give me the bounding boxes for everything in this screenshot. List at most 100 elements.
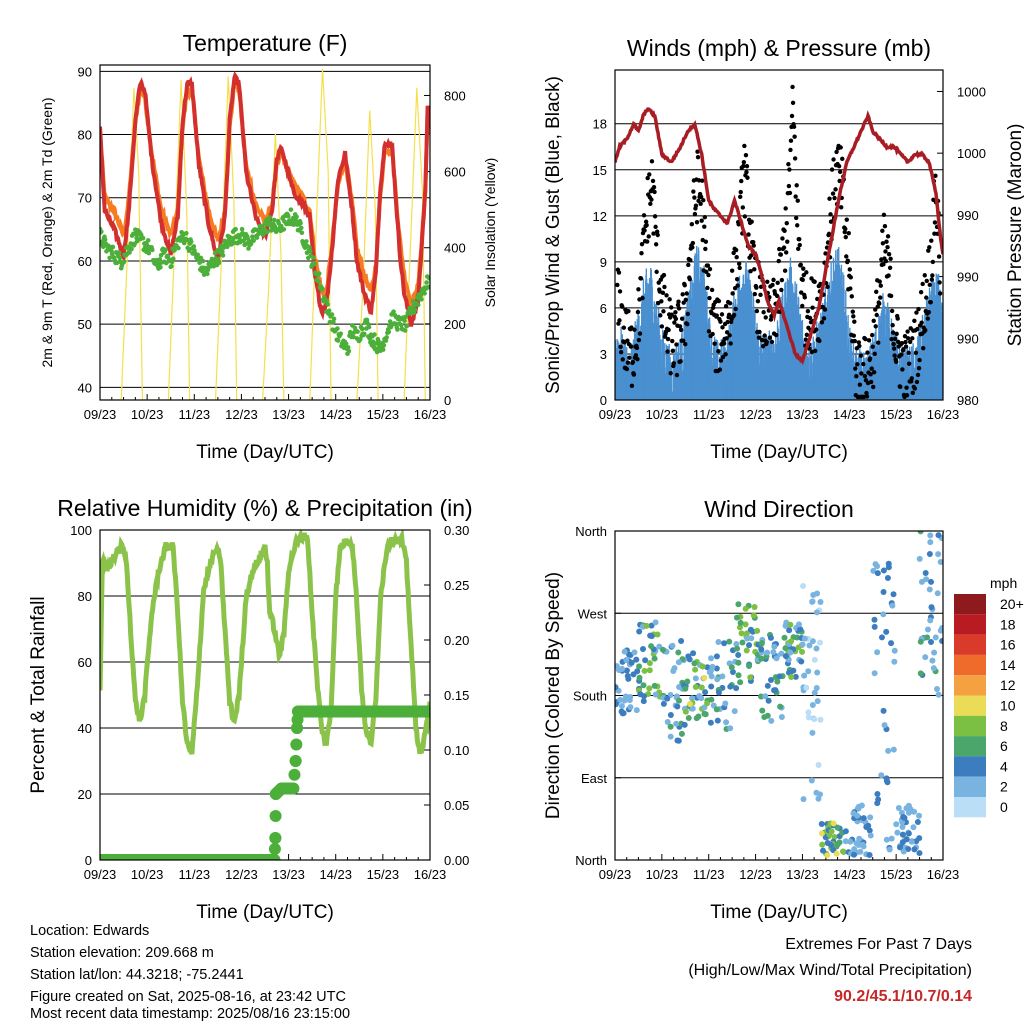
wind-gust-point <box>782 228 787 234</box>
wind-direction-point <box>888 835 895 842</box>
precip-point <box>288 768 301 781</box>
wind-gust-point <box>649 197 654 202</box>
wind-direction-point <box>815 795 822 802</box>
wind-gust-point <box>800 303 805 309</box>
wind-direction-point <box>897 844 904 851</box>
wind-gust-point <box>687 276 693 282</box>
wind-gust-point <box>755 299 761 304</box>
wind-direction-point <box>860 815 867 822</box>
wind-direction-point <box>875 796 882 803</box>
wind-gust-point <box>716 298 722 304</box>
wind-direction-point <box>935 691 942 698</box>
y2-tick-label: 0.05 <box>444 798 469 813</box>
wind-gust-point <box>846 230 851 236</box>
x-tick-label: 11/23 <box>178 407 210 422</box>
legend-swatch <box>954 756 986 777</box>
wind-gust-point <box>661 272 667 278</box>
wind-gust-point <box>917 357 922 363</box>
wind-direction-point <box>895 805 902 812</box>
wind-direction-point <box>916 850 923 857</box>
wind-gust-point <box>674 372 680 378</box>
wind-direction-point <box>765 697 772 704</box>
wind-gust-point <box>810 305 815 310</box>
x-tick-label: 09/23 <box>599 407 632 422</box>
wind-gust-point <box>791 124 797 129</box>
wind-direction-point <box>935 532 942 539</box>
station-pressure-line <box>615 107 943 365</box>
extremes-values: 90.2/45.1/10.7/0.14 <box>834 988 972 1005</box>
wind-direction-point <box>721 640 728 647</box>
plot-area <box>615 531 943 859</box>
dewpoint-point <box>127 250 132 255</box>
wind-direction-point <box>787 649 794 656</box>
wind-gust-point <box>637 331 643 336</box>
dewpoint-point <box>412 307 418 313</box>
x-tick-label: 16/23 <box>414 407 447 422</box>
wind-direction-point <box>667 711 674 718</box>
wind-gust-point <box>690 240 696 246</box>
wind-direction-point <box>813 645 820 652</box>
wind-gust-point <box>845 258 850 263</box>
wind-direction-point <box>934 590 941 597</box>
wind-gust-point <box>660 290 666 296</box>
wind-gust-point <box>654 229 660 234</box>
wind-gust-point <box>804 332 810 337</box>
wind-direction-point <box>742 605 749 612</box>
wind-direction-point <box>630 671 637 678</box>
wind-direction-point <box>727 725 734 732</box>
wind-gust-point <box>844 254 849 259</box>
wind-gust-point <box>848 286 853 291</box>
legend-swatch <box>954 715 986 737</box>
dewpoint-point <box>220 249 225 255</box>
dewpoint-point <box>176 245 181 251</box>
wind-gust-point <box>929 238 934 243</box>
wind-gust-point <box>777 246 782 252</box>
wind-direction-point <box>734 645 741 652</box>
dewpoint-point <box>415 302 421 308</box>
wind-direction-point <box>924 634 931 641</box>
wind-gust-point <box>900 367 905 372</box>
wind-direction-point <box>905 803 912 810</box>
wind-direction-point <box>890 591 897 598</box>
wind-gust-point <box>676 299 681 304</box>
wind-gust-point <box>736 261 742 266</box>
dewpoint-point <box>114 260 120 266</box>
dewpoint-point <box>422 291 427 296</box>
wind-gust-point <box>920 281 925 287</box>
wind-direction-point <box>800 582 807 589</box>
wind-gust-point <box>812 279 817 284</box>
dewpoint-point <box>403 314 409 320</box>
wind-gust-point <box>909 376 914 381</box>
wind-gust-point <box>617 289 623 294</box>
wind-gust-point <box>914 310 919 315</box>
dewpoint-point <box>355 329 360 334</box>
wind-direction-point <box>867 814 874 821</box>
station-latlon: Station lat/lon: 44.3218; -75.2441 <box>30 967 244 983</box>
precip-point <box>287 782 300 795</box>
x-tick-label: 11/23 <box>693 867 725 882</box>
wind-gust-point <box>893 359 899 365</box>
wind-gust-point <box>807 315 813 321</box>
dewpoint-point <box>384 335 389 340</box>
wind-direction-point <box>918 578 925 585</box>
y-axis-label: Direction (Colored By Speed) <box>543 572 564 819</box>
dewpoint-point <box>205 271 210 277</box>
chart-title: Temperature (F) <box>183 30 348 56</box>
wind-gust-point <box>640 295 645 301</box>
wind-direction-point <box>678 730 685 737</box>
wind-direction-point <box>701 674 708 681</box>
wind-gust-point <box>849 294 854 299</box>
dewpoint-point <box>402 328 408 333</box>
wind-direction-point <box>929 657 936 664</box>
wind-gust-point <box>635 356 640 362</box>
wind-direction-point <box>894 829 901 836</box>
wind-gust-point <box>795 198 800 203</box>
y2-tick-label: 990 <box>957 270 979 285</box>
wind-gust-point <box>874 289 879 294</box>
wind-gust-point <box>883 249 888 254</box>
wind-direction-point <box>890 746 897 753</box>
dewpoint-point <box>360 326 365 332</box>
wind-gust-point <box>823 251 828 256</box>
wind-gust-point <box>731 250 736 256</box>
wind-gust-point <box>789 113 795 119</box>
